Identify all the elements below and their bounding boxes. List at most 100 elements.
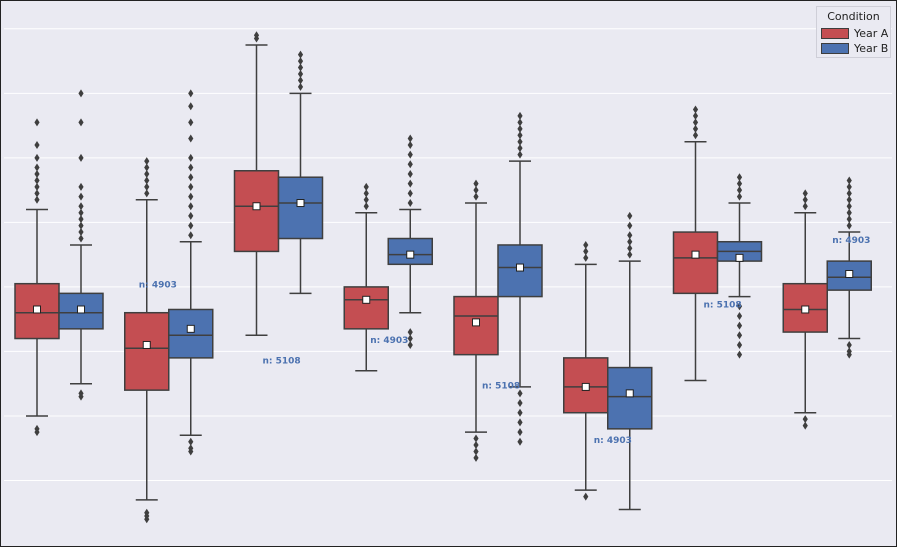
outlier-point [407,160,413,169]
outlier-point [363,202,369,211]
outlier-point [517,389,523,398]
outlier-point [188,182,194,191]
outlier-point [846,202,852,211]
outlier-point [692,124,699,133]
box-iqr [233,170,280,253]
outlier-point [517,418,523,427]
box-iqr [672,231,719,295]
outlier-point [407,340,413,349]
box-year-a-group-2 [124,157,170,524]
outlier-point [583,253,589,262]
outlier-point [78,221,84,230]
outlier-point [144,515,150,524]
outlier-point [78,234,84,243]
outlier-point [473,440,479,449]
legend-title: Condition [827,10,880,23]
outlier-point [517,399,523,408]
outlier-point [846,189,852,198]
outlier-point [627,237,633,246]
outlier-point [34,169,40,178]
outlier-point [802,195,808,204]
outlier-point [473,447,479,456]
outlier-point [407,140,413,149]
outlier-point [407,169,413,178]
outlier-point [627,250,633,259]
outlier-point [473,179,479,188]
outlier-point [188,211,194,220]
mean-marker [845,270,854,278]
outlier-point [188,221,194,230]
legend-label-year-a: Year A [854,26,889,40]
outlier-point [627,231,633,240]
outlier-point [297,57,304,66]
group-label-n: n: 4903 [370,336,408,346]
outlier-point [188,102,194,111]
outlier-point [846,340,852,349]
box-iqr [607,366,653,430]
outlier-point [407,328,413,337]
outlier-point [188,202,194,211]
box-year-b-group-7 [716,173,763,359]
mean-marker [142,340,151,349]
outlier-point [473,434,479,443]
outlier-point [736,186,743,195]
outlier-point [188,231,194,240]
outlier-point [297,69,304,78]
outlier-point [188,134,194,143]
outlier-point [144,189,150,198]
outlier-point [846,221,852,230]
legend-label-year-b: Year B [854,41,889,55]
outlier-point [736,331,743,340]
box-iqr [343,286,389,330]
outlier-point [802,415,808,424]
group-label-n: n: 5108 [704,300,742,310]
outlier-point [802,189,808,198]
outlier-point [846,182,852,191]
outlier-point [736,321,743,330]
box-iqr [124,311,170,391]
group-label-n: n: 4903 [832,236,870,246]
outlier-point [473,186,479,195]
outlier-point [517,131,523,140]
box-year-b-group-2 [168,89,214,456]
mean-marker [801,305,810,314]
outlier-point [78,208,84,217]
group-label-n: n: 4903 [139,280,177,290]
outlier-point [144,163,150,172]
mean-marker [581,382,590,391]
group-label-n: n: 5108 [482,382,520,392]
legend-swatch-year-a [821,27,849,39]
box-year-b-group-6 [607,211,653,511]
outlier-point [188,118,194,127]
outlier-point [517,408,523,417]
outlier-point [78,153,84,162]
outlier-point [517,437,523,446]
outlier-point [188,153,194,162]
outlier-point [253,31,260,40]
outlier-point [473,453,479,462]
mean-marker [516,263,524,272]
outlier-point [363,195,369,204]
outlier-point [78,89,84,98]
outlier-point [846,215,852,224]
outlier-point [517,111,523,120]
outlier-point [627,221,633,230]
box-year-a-group-8 [782,189,828,430]
outlier-point [692,111,699,120]
outlier-point [627,244,633,253]
outlier-point [144,176,150,185]
outlier-point [736,340,743,349]
group-labels: n: 4903 n: 5108 n: 4903 n: 5108 n: 4903 n: 51… [139,236,871,446]
group-label-n: n: 4903 [594,436,632,446]
outlier-point [78,215,84,224]
outlier-point [188,192,194,201]
outlier-point [846,195,852,204]
box-iqr [277,176,324,240]
outlier-point [802,202,808,211]
outlier-point [517,428,523,437]
outlier-point [188,447,194,456]
outlier-point [517,144,523,153]
outlier-point [407,134,413,143]
outlier-point [692,131,699,140]
